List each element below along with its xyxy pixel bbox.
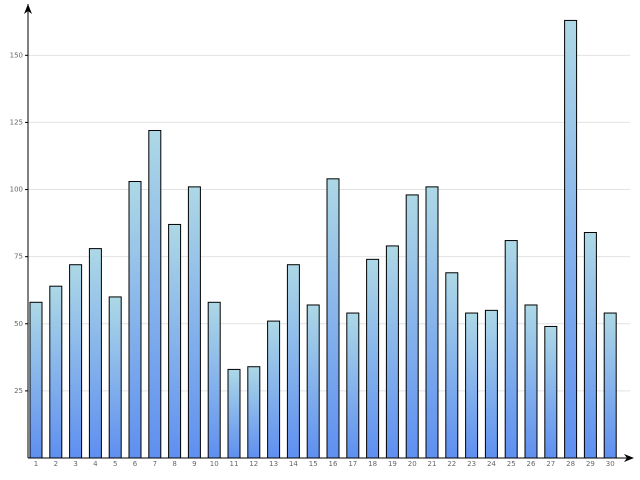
x-tick-label: 30 [606, 460, 615, 468]
x-tick-label: 11 [230, 460, 239, 468]
bar [69, 264, 83, 459]
y-tick-label: 75 [14, 253, 23, 261]
y-tick-label: 150 [10, 51, 23, 59]
x-tick-label: 25 [507, 460, 516, 468]
x-tick-label: 5 [113, 460, 117, 468]
x-tick-label: 2 [54, 460, 58, 468]
bar [306, 304, 320, 459]
x-tick-label: 20 [408, 460, 417, 468]
y-tick-label: 25 [14, 387, 23, 395]
x-tick-label: 19 [388, 460, 397, 468]
bar [583, 232, 597, 459]
bar [544, 325, 558, 459]
bar [504, 240, 518, 459]
x-tick-label: 9 [192, 460, 196, 468]
x-tick-label: 22 [447, 460, 456, 468]
x-tick-label: 12 [249, 460, 258, 468]
x-tick-label: 8 [172, 460, 176, 468]
x-tick-label: 18 [368, 460, 377, 468]
bar [465, 312, 479, 459]
x-tick-label: 21 [428, 460, 437, 468]
bar [286, 264, 300, 459]
bar [88, 248, 102, 459]
bar [405, 194, 419, 459]
bar [207, 301, 221, 459]
bar [247, 366, 261, 459]
bar [187, 186, 201, 459]
bar [108, 296, 122, 459]
x-tick-label: 10 [210, 460, 219, 468]
x-tick-label: 24 [487, 460, 496, 468]
x-tick-label: 28 [566, 460, 575, 468]
x-axis-arrow [624, 454, 634, 462]
x-tick-label: 17 [348, 460, 357, 468]
bar [29, 301, 43, 459]
x-tick-label: 15 [309, 460, 318, 468]
x-tick-label: 13 [269, 460, 278, 468]
bar [326, 178, 340, 459]
bars [29, 19, 617, 459]
x-tick-label: 23 [467, 460, 476, 468]
x-tick-label: 27 [546, 460, 555, 468]
bar [484, 309, 498, 459]
bar [346, 312, 360, 459]
x-tick-label: 7 [153, 460, 157, 468]
bar [603, 312, 617, 459]
x-tick-label: 6 [133, 460, 138, 468]
bar [168, 223, 182, 459]
y-tick-label: 125 [10, 118, 23, 126]
bar [128, 180, 142, 459]
bar [227, 368, 241, 459]
x-tick-label: 4 [93, 460, 98, 468]
bar [49, 285, 63, 459]
x-tick-label: 1 [34, 460, 38, 468]
bar [445, 272, 459, 459]
bar [366, 258, 380, 459]
bar [564, 19, 578, 459]
x-tick-label: 29 [586, 460, 595, 468]
bar [385, 245, 399, 459]
bar [148, 129, 162, 459]
y-tick-label: 100 [10, 186, 23, 194]
x-tick-label: 3 [73, 460, 77, 468]
y-axis-arrow [24, 4, 32, 14]
bar [425, 186, 439, 459]
x-tick-label: 16 [329, 460, 338, 468]
y-tick-label: 50 [14, 320, 23, 328]
bar [267, 320, 281, 459]
x-tick-label: 14 [289, 460, 298, 468]
bar [524, 304, 538, 459]
x-tick-label: 26 [527, 460, 536, 468]
